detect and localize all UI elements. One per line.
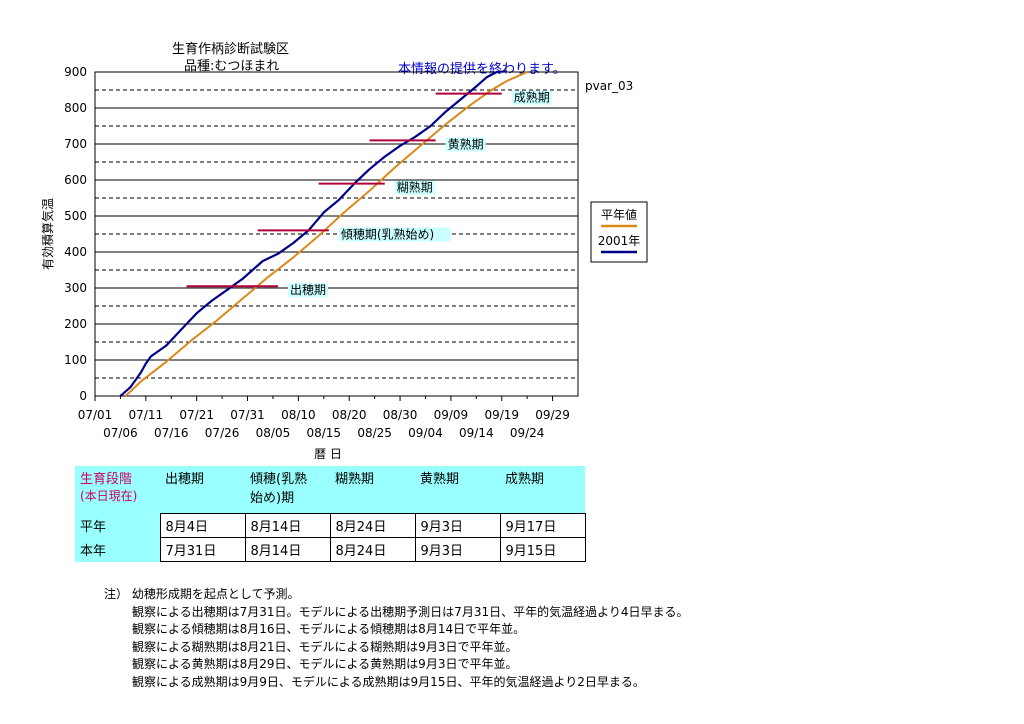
table-cell: 9月15日 [499,537,586,562]
x-tick-label: 08/30 [383,408,418,422]
y-tick-label: 900 [64,65,87,79]
y-tick-label: 600 [64,173,87,187]
stage-marker-label: 糊熟期 [397,180,433,195]
x-tick-label: 07/11 [129,408,164,422]
table-cell: 8月4日 [159,513,246,538]
legend-entry-label: 2001年 [598,234,641,248]
table-cell: 8月24日 [329,537,416,562]
legend-entry-label: 平年値 [601,207,637,222]
grid [95,71,578,397]
stage-marker-label: 出穂期 [290,283,326,297]
y-tick-label: 100 [64,353,87,367]
table-cell: 8月14日 [244,513,331,538]
x-tick-label: 08/15 [306,426,341,440]
stage-marker-label-bg [445,137,486,152]
chart-title: 生育作柄診断試験区 [172,42,290,57]
y-tick-label: 200 [64,317,87,331]
x-tick-label: 08/10 [281,408,316,422]
table-row: 平年 8月4日 8月14日 8月24日 9月3日 9月17日 [75,513,586,538]
table-cell: 8月24日 [329,513,416,538]
stage-corner-cell: 生育段階 (本日現在) [75,466,160,510]
stage-marker-label-bg [288,283,329,298]
note-line: 観察による傾穂期は8月16日、モデルによる傾穂期は8月14日で平年並。 [132,622,526,637]
code-label: pvar_03 [585,79,634,93]
note-line: 観察による成熟期は9月9日、モデルによる成熟期は9月15日、平年的気温経過より2… [132,674,645,689]
x-tick-label: 09/19 [484,408,519,422]
stage-marker-label-bg [394,180,435,195]
stage-marker-label: 傾穂期(乳熟始め) [341,226,434,241]
stage-header: 成熟期 [500,466,585,510]
table-header-row: 生育段階 (本日現在) 出穂期 傾穂(乳熟 始め)期 糊熟期 黄熟期 成熟期 [75,466,585,510]
table-cell: 8月14日 [244,537,331,562]
stage-corner-line2: (本日現在) [80,489,138,503]
x-axis-label: 暦 日 [314,447,342,461]
stage-marker-label: 黄熟期 [448,136,484,151]
series [119,70,528,397]
table-cell: 9月3日 [414,537,501,562]
stage-header: 黄熟期 [415,466,500,510]
stage-marker-label-bg [511,90,552,105]
x-tick-label: 08/20 [332,408,367,422]
axis-labels: 0 100 200 300 400 500 600 700 800 900 07/01 07/11 07… [40,65,570,461]
table-cell: 9月17日 [499,513,586,538]
x-tick-label: 09/04 [408,426,443,440]
x-tick-label: 07/26 [205,426,240,440]
table-cell: 9月3日 [414,513,501,538]
row-label: 本年 [75,537,160,562]
x-tick-label: 09/09 [434,408,469,422]
stage-markers: 出穂期 傾穂期(乳熟始め) 糊熟期 黄熟期 成熟期 [186,90,552,298]
notes: 注） 幼穂形成期を起点として予測。 観察による出穂期は7月31日。モデルによる出… [104,586,689,692]
plot-frame [94,71,579,397]
note-line: 観察による黄熟期は8月29日、モデルによる黄熟期は9月3日で平年並。 [132,657,518,672]
axes [94,71,579,401]
stage-marker-label: 成熟期 [514,90,550,105]
x-tick-label: 07/06 [103,426,138,440]
x-tick-label: 09/29 [535,408,570,422]
stage-marker-label-bg [338,227,451,242]
y-tick-label: 800 [64,101,87,115]
stage-header: 糊熟期 [330,466,415,510]
x-tick-label: 09/24 [510,426,545,440]
x-tick-label: 07/31 [230,408,265,422]
x-tick-label: 09/14 [459,426,494,440]
stage-table: 生育段階 (本日現在) 出穂期 傾穂(乳熟 始め)期 糊熟期 黄熟期 成熟期 平… [75,466,586,562]
y-tick-label: 300 [64,281,87,295]
stage-header: 出穂期 [160,466,245,510]
y-tick-label: 700 [64,137,87,151]
x-tick-label: 08/25 [357,426,392,440]
x-tick-label: 07/16 [154,426,189,440]
note-line: 観察による糊熟期は8月21日、モデルによる糊熟期は9月3日で平年並。 [132,639,518,654]
x-tick-label: 07/01 [78,408,113,422]
stage-corner-line1: 生育段階 [80,472,133,487]
table-row: 本年 7月31日 8月14日 8月24日 9月3日 9月15日 [75,537,586,562]
table-cell: 7月31日 [159,537,246,562]
series-line-current [119,70,507,397]
y-axis-label: 有効積算気温 [40,198,55,270]
row-label: 平年 [75,513,160,538]
stage-header: 傾穂(乳熟 始め)期 [245,466,330,510]
variety-label: 品種:むつほまれ [184,59,280,74]
note-line: 注） 幼穂形成期を起点として予測。 [104,587,300,601]
legend: 平年値 2001年 [590,201,648,263]
y-tick-label: 0 [79,389,87,403]
y-tick-label: 500 [64,209,87,223]
x-tick-label: 07/21 [179,408,214,422]
x-tick-label: 08/05 [256,426,291,440]
note-line: 観察による出穂期は7月31日。モデルによる出穂期予測日は7月31日、平年的気温経… [132,604,689,619]
series-line-normal [124,71,528,397]
y-tick-label: 400 [64,245,87,259]
